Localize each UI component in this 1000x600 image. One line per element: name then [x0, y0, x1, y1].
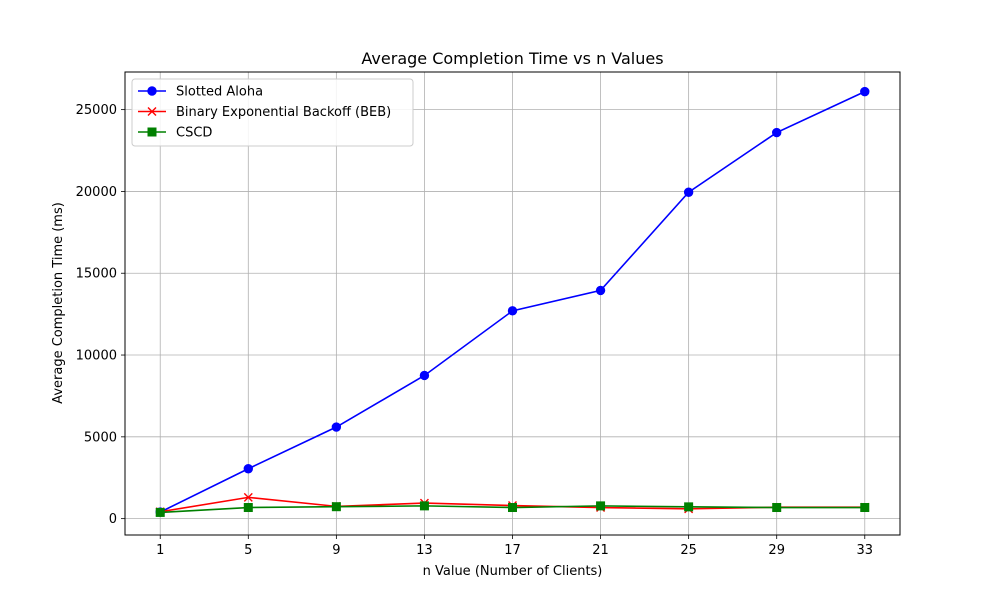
x-tick-label: 5 [244, 543, 252, 558]
data-point [331, 502, 341, 512]
data-point [595, 285, 606, 296]
data-point [331, 422, 342, 432]
data-point [772, 127, 782, 138]
axis-ticks: 1 5 9 13 17 21 25 29 33 0 5000 10000 15000 20000 25000 [76, 103, 873, 558]
data-point [684, 502, 694, 512]
data-point [243, 464, 253, 474]
series-3 [155, 501, 870, 517]
legend: Slotted Aloha Binary Exponential Backoff … [131, 78, 414, 147]
data-point [507, 306, 518, 316]
data-point [596, 501, 606, 511]
y-tick-label: 0 [109, 512, 117, 527]
y-tick-label: 10000 [76, 349, 117, 364]
legend-label: Binary Exponential Backoff (BEB) [176, 105, 391, 120]
x-tick-label: 25 [680, 543, 697, 558]
x-tick-label: 29 [768, 543, 785, 558]
chart-title: Average Completion Time vs n Values [361, 49, 663, 68]
legend-label: CSCD [176, 126, 212, 141]
legend-marker [147, 127, 157, 137]
x-tick-label: 13 [416, 543, 433, 558]
x-axis-label: n Value (Number of Clients) [423, 564, 603, 579]
data-point [860, 503, 870, 513]
data-point [243, 492, 253, 502]
legend-item: Slotted Aloha [138, 85, 263, 100]
x-tick-label: 33 [856, 543, 873, 558]
legend-item: CSCD [138, 126, 212, 141]
legend-box [131, 78, 414, 147]
x-tick-label: 17 [504, 543, 521, 558]
grid-lines [125, 72, 900, 535]
y-axis-label: Average Completion Time (ms) [51, 202, 66, 404]
data-point [508, 503, 517, 513]
data-point [419, 370, 430, 381]
data-point [155, 507, 165, 517]
data-point [683, 187, 694, 197]
x-tick-label: 21 [592, 543, 609, 558]
x-tick-label: 1 [156, 543, 164, 558]
data-point [860, 86, 870, 97]
y-tick-label: 20000 [76, 185, 117, 200]
legend-label: Slotted Aloha [176, 85, 263, 100]
data-point [419, 501, 429, 511]
data-point [243, 503, 253, 513]
x-tick-label: 9 [332, 543, 340, 558]
data-point [772, 503, 782, 513]
legend-marker [147, 86, 157, 96]
series-layer [155, 86, 870, 517]
y-tick-label: 15000 [76, 267, 117, 282]
legend-item: Binary Exponential Backoff (BEB) [138, 105, 391, 120]
y-tick-label: 5000 [84, 430, 117, 445]
legend-marker [147, 107, 157, 116]
y-tick-label: 25000 [76, 103, 117, 118]
